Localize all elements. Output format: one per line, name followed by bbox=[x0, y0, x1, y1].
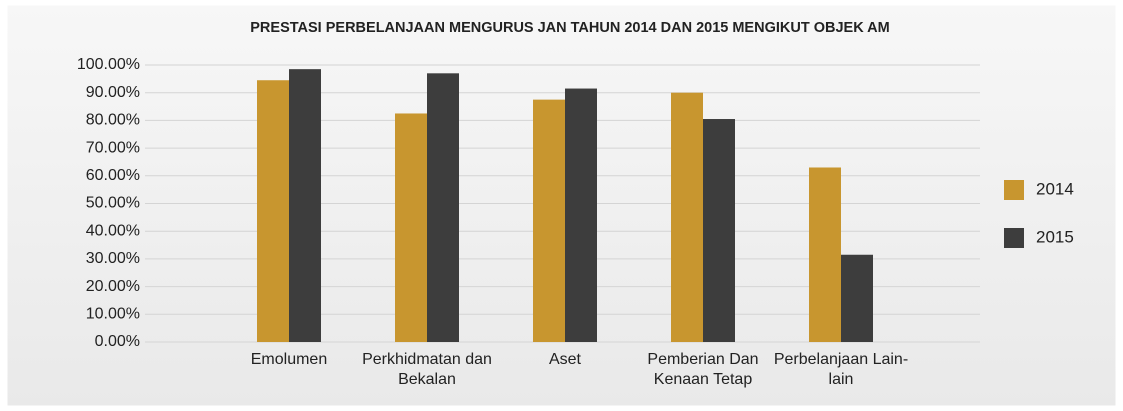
x-tick-label: Perbelanjaan Lain-lain bbox=[773, 351, 909, 388]
y-tick-label: 30.00% bbox=[86, 250, 140, 267]
bar bbox=[395, 113, 427, 342]
bar bbox=[703, 119, 735, 342]
x-tick-label: Emolumen bbox=[250, 351, 328, 368]
y-tick-label: 50.00% bbox=[86, 195, 140, 212]
x-tick-label: Perkhidmatan dan Bekalan bbox=[362, 351, 492, 388]
y-tick-label: 40.00% bbox=[86, 222, 140, 239]
bar bbox=[565, 88, 597, 342]
y-tick-label: 70.00% bbox=[86, 139, 140, 156]
bar bbox=[671, 92, 703, 342]
y-tick-label: 80.00% bbox=[86, 112, 140, 129]
chart-title: PRESTASI PERBELANJAAN MENGURUS JAN TAHUN… bbox=[250, 20, 889, 36]
legend-swatch bbox=[1004, 228, 1024, 248]
legend-label: 2014 bbox=[1036, 179, 1074, 198]
y-tick-label: 20.00% bbox=[86, 278, 140, 295]
bar bbox=[533, 99, 565, 342]
legend-swatch bbox=[1004, 180, 1024, 200]
bar bbox=[809, 167, 841, 342]
y-tick-label: 0.00% bbox=[95, 333, 140, 350]
y-tick-label: 60.00% bbox=[86, 167, 140, 184]
legend-label: 2015 bbox=[1036, 227, 1074, 246]
bar bbox=[289, 69, 321, 342]
x-tick-label: Aset bbox=[548, 351, 581, 368]
y-tick-label: 90.00% bbox=[86, 84, 140, 101]
bar bbox=[427, 73, 459, 342]
x-tick-label: Pemberian Dan Kenaan Tetap bbox=[647, 351, 759, 388]
bar bbox=[257, 80, 289, 343]
bar bbox=[841, 254, 873, 342]
y-tick-label: 100.00% bbox=[77, 56, 140, 73]
y-tick-label: 10.00% bbox=[86, 306, 140, 323]
